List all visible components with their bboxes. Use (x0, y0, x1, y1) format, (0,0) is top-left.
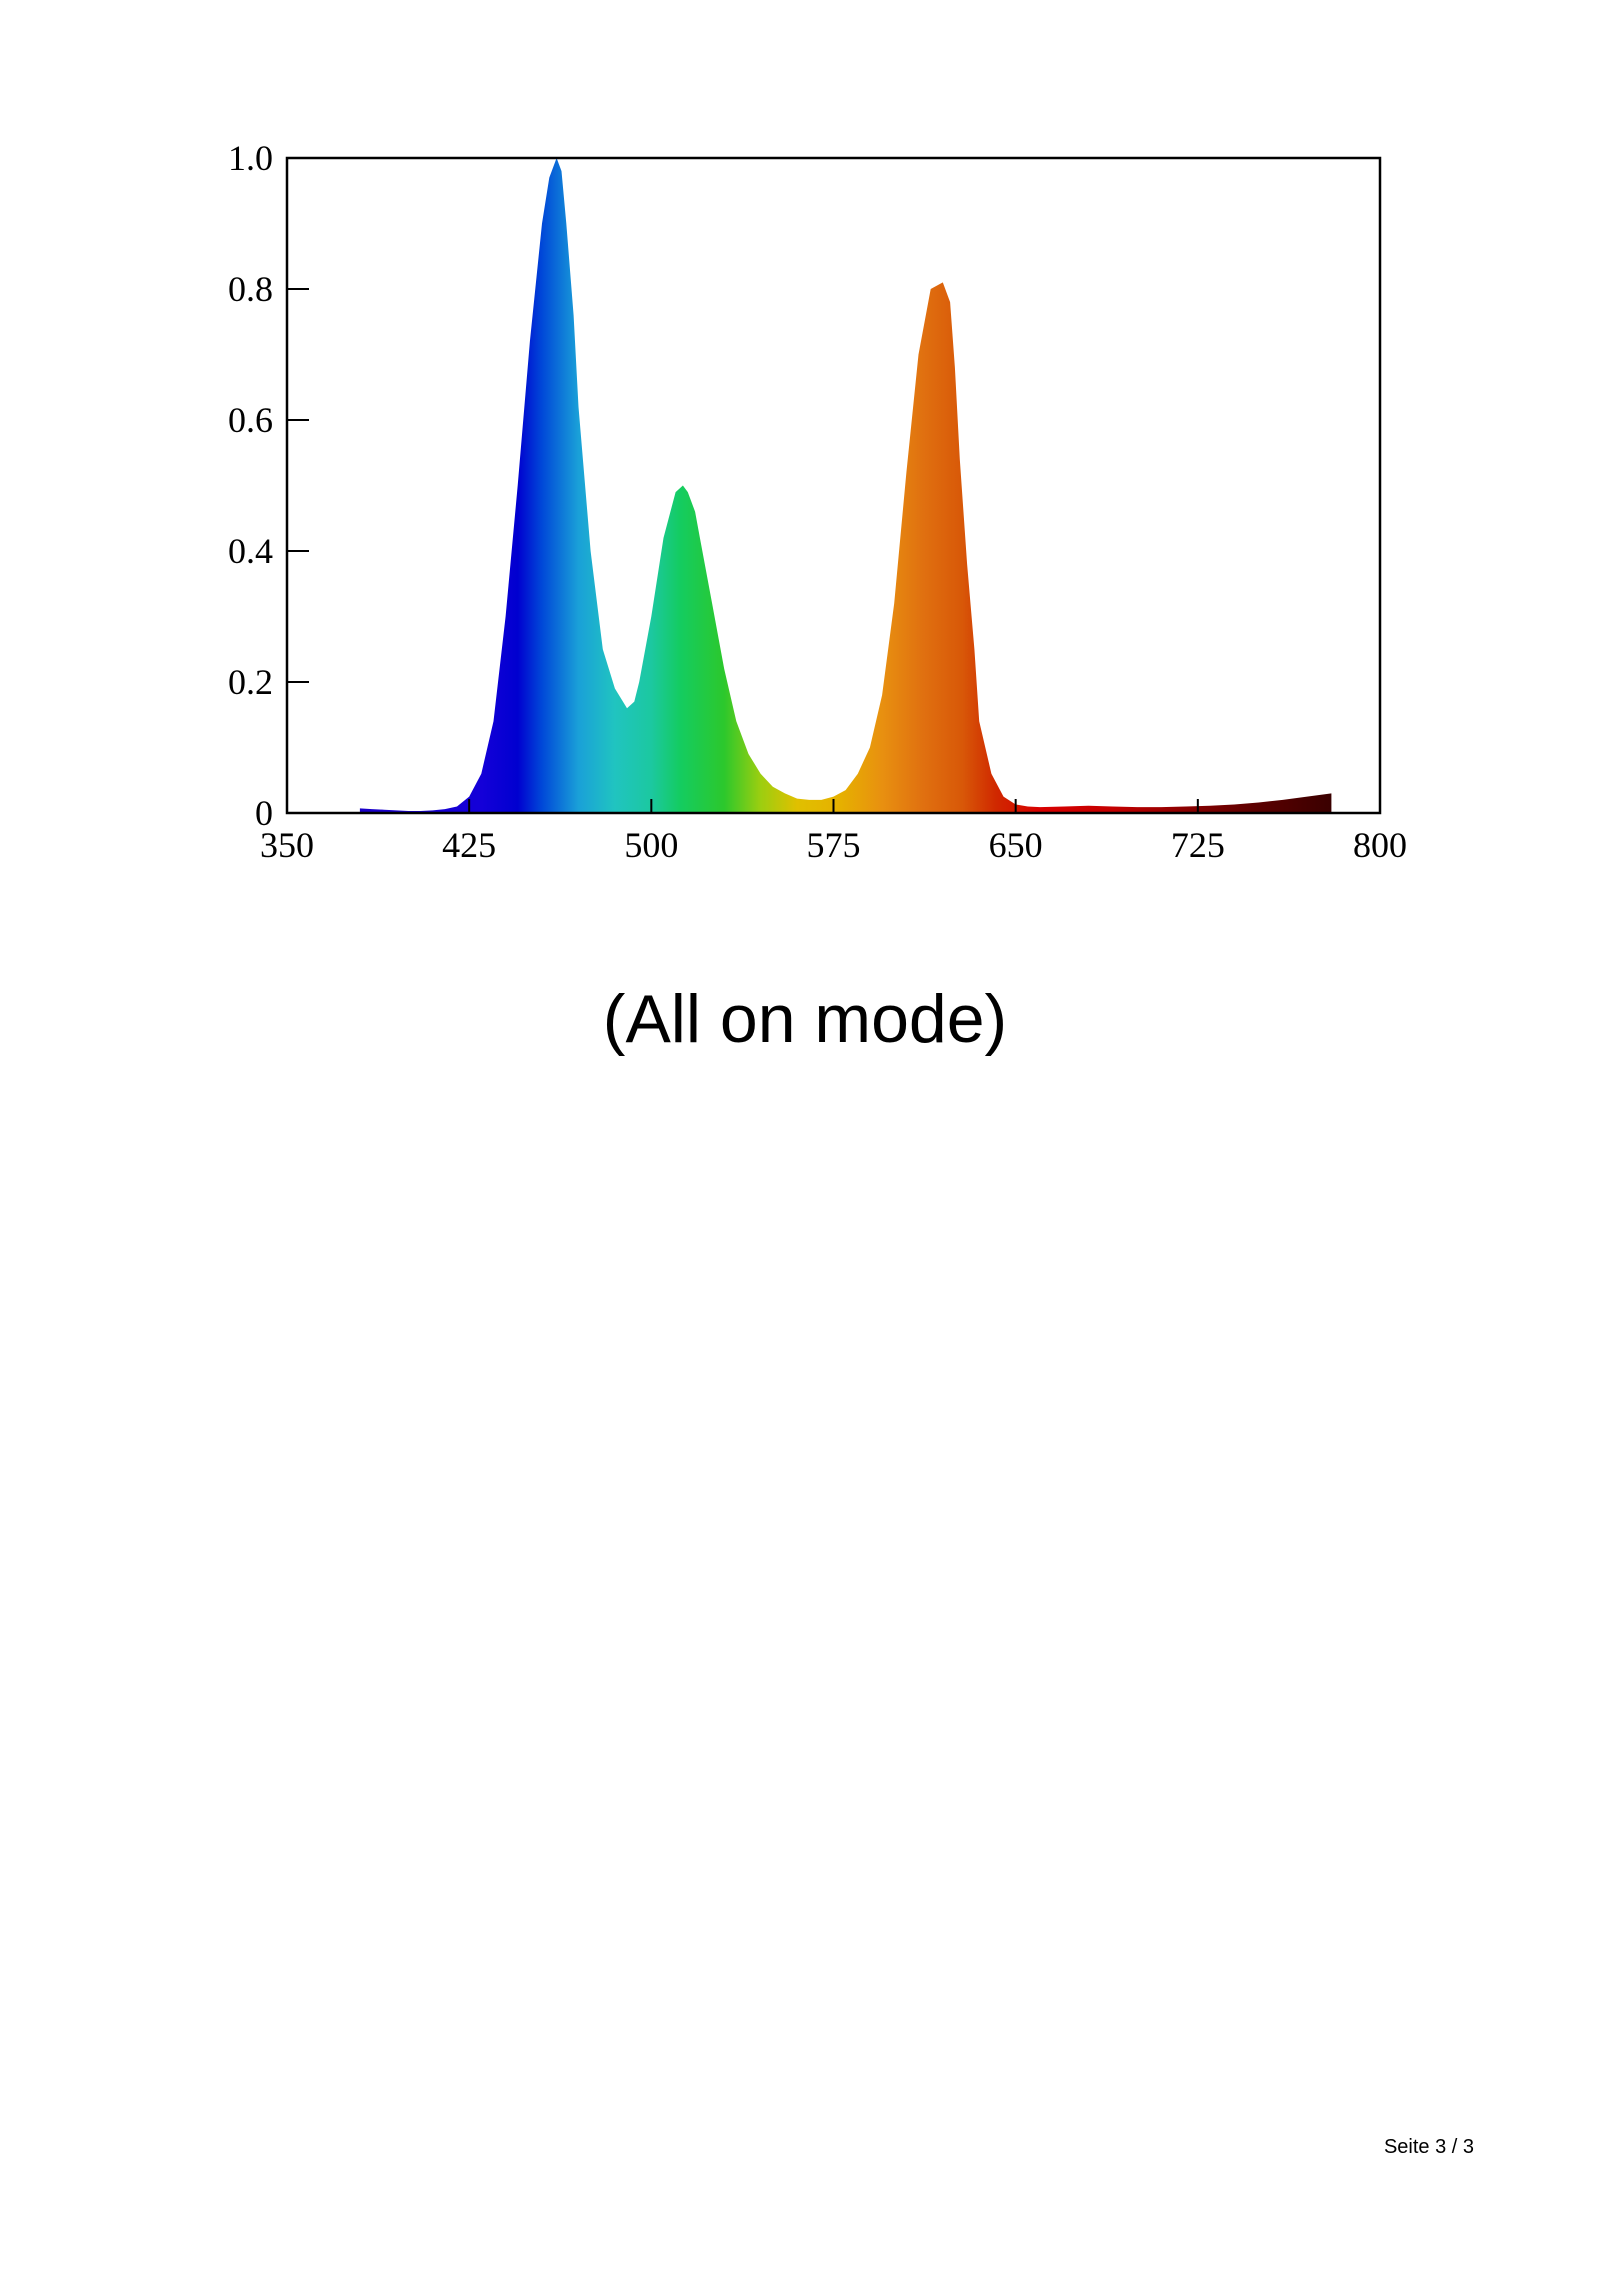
spectrum-chart: 350 425 500 575 650 725 800 0 0.2 0.4 0.6 0.8 1.0 (228, 138, 1407, 865)
y-tick-label-0.4: 0.4 (228, 531, 273, 571)
x-tick-label-425: 425 (442, 825, 496, 865)
spectrum-chart-container: 350 425 500 575 650 725 800 0 0.2 0.4 0.6 0.8 1.0 (200, 130, 1430, 890)
x-tick-label-575: 575 (807, 825, 861, 865)
y-tick-label-0: 0 (255, 793, 273, 833)
y-tick-label-1: 1.0 (228, 138, 273, 178)
plot-frame (285, 156, 1382, 815)
x-tick-label-500: 500 (624, 825, 678, 865)
y-tick-label-0.6: 0.6 (228, 400, 273, 440)
page-number: Seite 3 / 3 (1383, 2136, 1474, 2158)
x-tick-label-800: 800 (1353, 825, 1407, 865)
x-tick-label-650: 650 (989, 825, 1043, 865)
spectrum-area-0 (359, 158, 1332, 813)
y-tick-label-0.2: 0.2 (228, 662, 273, 702)
y-tick-label-0.8: 0.8 (228, 269, 273, 309)
chart-caption: (All on mode) (602, 981, 1008, 1057)
x-tick-label-350: 350 (260, 825, 314, 865)
x-tick-label-725: 725 (1171, 825, 1225, 865)
